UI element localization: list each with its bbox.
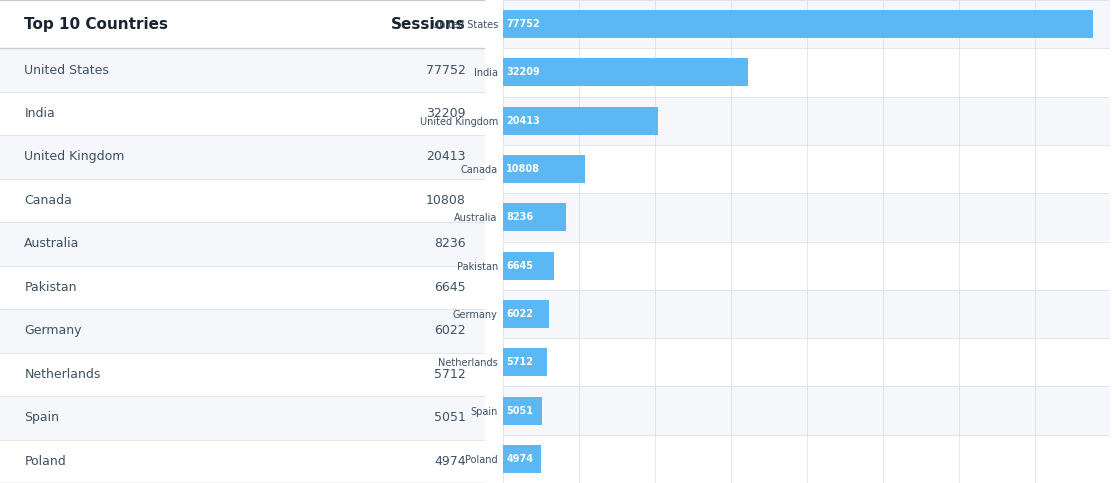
FancyBboxPatch shape xyxy=(0,48,485,92)
Text: Spain: Spain xyxy=(25,412,59,424)
Bar xyxy=(503,193,1110,242)
Bar xyxy=(503,252,554,280)
FancyBboxPatch shape xyxy=(0,396,485,440)
Bar xyxy=(503,10,1094,38)
Bar xyxy=(503,348,547,376)
Text: 8236: 8236 xyxy=(434,238,466,250)
Text: 77752: 77752 xyxy=(426,64,466,76)
Text: 32209: 32209 xyxy=(426,107,466,120)
Bar xyxy=(503,435,1110,483)
Text: 10808: 10808 xyxy=(426,194,466,207)
Bar xyxy=(503,97,1110,145)
Text: Pakistan: Pakistan xyxy=(25,281,77,294)
Bar xyxy=(503,155,585,183)
Text: 4974: 4974 xyxy=(434,455,466,468)
Text: 5712: 5712 xyxy=(507,357,533,367)
Text: United Kingdom: United Kingdom xyxy=(25,151,125,163)
Bar xyxy=(503,107,658,135)
Text: 6645: 6645 xyxy=(434,281,466,294)
Text: 32209: 32209 xyxy=(507,68,540,77)
Text: 20413: 20413 xyxy=(426,151,466,163)
FancyBboxPatch shape xyxy=(0,309,485,353)
Text: 20413: 20413 xyxy=(507,116,540,126)
FancyBboxPatch shape xyxy=(0,222,485,266)
Bar xyxy=(503,445,541,473)
Bar xyxy=(503,300,549,328)
Bar xyxy=(503,48,1110,97)
Text: 6645: 6645 xyxy=(507,261,533,270)
Text: 10808: 10808 xyxy=(507,164,540,174)
Text: Sessions: Sessions xyxy=(392,16,466,32)
Text: 4974: 4974 xyxy=(507,454,533,464)
FancyBboxPatch shape xyxy=(0,266,485,309)
Text: 8236: 8236 xyxy=(507,213,533,222)
Bar xyxy=(503,242,1110,290)
Bar xyxy=(503,338,1110,386)
Text: Poland: Poland xyxy=(25,455,66,468)
FancyBboxPatch shape xyxy=(0,440,485,483)
Text: Germany: Germany xyxy=(25,325,81,337)
Text: Canada: Canada xyxy=(25,194,73,207)
Text: 5712: 5712 xyxy=(434,368,466,381)
Bar xyxy=(503,203,566,231)
Text: India: India xyxy=(25,107,55,120)
Text: 5051: 5051 xyxy=(507,406,533,415)
Text: 5051: 5051 xyxy=(434,412,466,424)
FancyBboxPatch shape xyxy=(0,353,485,396)
Bar xyxy=(503,397,541,425)
Text: United States: United States xyxy=(25,64,109,76)
Bar xyxy=(503,0,1110,48)
Text: 77752: 77752 xyxy=(507,19,540,29)
FancyBboxPatch shape xyxy=(0,135,485,179)
FancyBboxPatch shape xyxy=(0,179,485,222)
Text: Australia: Australia xyxy=(25,238,79,250)
Text: 6022: 6022 xyxy=(434,325,466,337)
Bar xyxy=(503,58,748,86)
FancyBboxPatch shape xyxy=(0,92,485,135)
Bar xyxy=(503,290,1110,338)
Bar xyxy=(503,386,1110,435)
Bar xyxy=(503,145,1110,193)
Text: Netherlands: Netherlands xyxy=(25,368,100,381)
Text: Top 10 Countries: Top 10 Countries xyxy=(25,16,169,32)
Text: 6022: 6022 xyxy=(507,309,533,319)
